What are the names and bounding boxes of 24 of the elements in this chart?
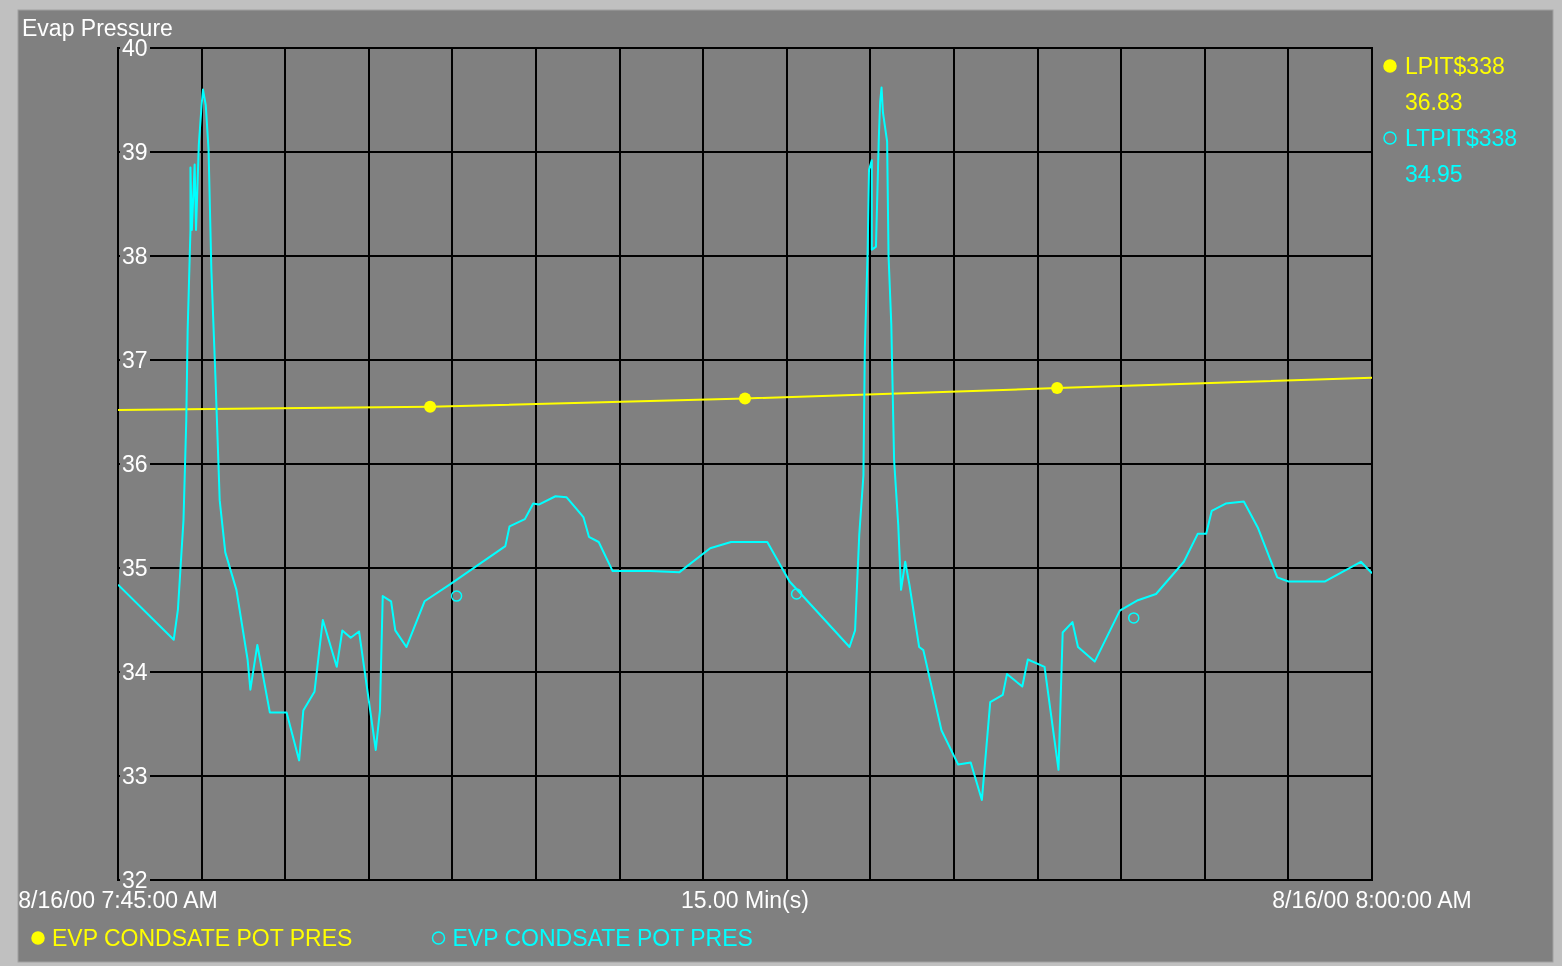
point: [790, 588, 803, 600]
point: [424, 400, 437, 413]
y-tick-label: 36: [122, 451, 148, 478]
line-series: [118, 86, 1372, 801]
y-tick-label: 37: [122, 347, 148, 374]
text: 36.83: [1405, 89, 1463, 115]
text: LTPIT$338: [1405, 125, 1518, 151]
text: 34.95: [1405, 161, 1463, 187]
x-axis-title: 15.00 Min(s): [681, 887, 809, 913]
point: [739, 392, 751, 405]
legend-label: EVP CONDSATE POT PRES: [452, 925, 753, 951]
legend-label: EVP CONDSATE POT PRES: [52, 925, 353, 951]
line-series: [118, 376, 1372, 413]
y-tick-label: 33: [122, 763, 148, 790]
point: [1051, 382, 1064, 395]
text: LPIT$338: [1405, 53, 1505, 79]
y-tick-label: 35: [122, 555, 148, 582]
point: [1127, 612, 1140, 624]
point: [450, 590, 463, 602]
y-tick-label: 38: [122, 243, 148, 270]
y-tick-label: 40: [122, 35, 148, 62]
x-tick-label: 8/16/00 8:00:00 AM: [1272, 887, 1472, 913]
y-tick-label: 39: [122, 139, 148, 166]
y-tick-label: 34: [122, 659, 148, 686]
